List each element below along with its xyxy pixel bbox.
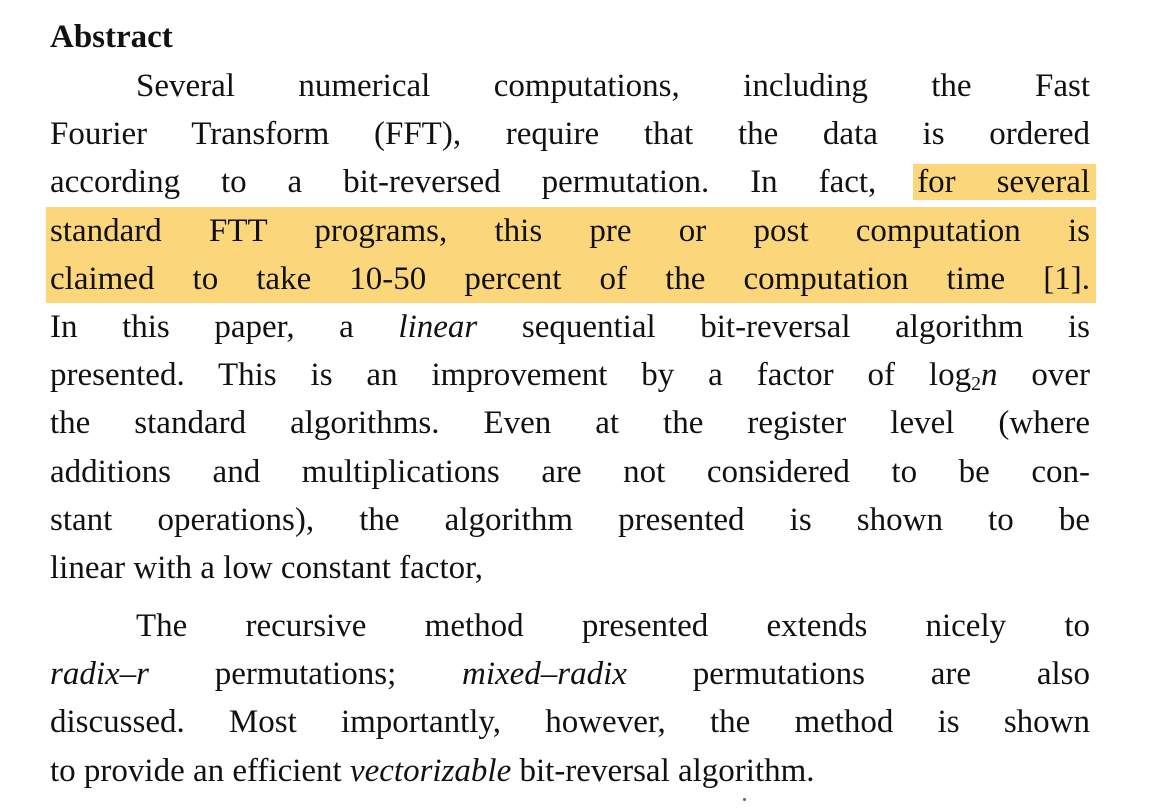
emphasis-vectorizable: vectorizable — [349, 752, 512, 789]
text-line: discussed. Most importantly, however, th… — [50, 704, 1090, 741]
log-subscript: 2 — [971, 373, 981, 396]
text-line: claimed to take 10-50 percent of the com… — [46, 254, 1096, 303]
text-line: Fourier Transform (FFT), require that th… — [50, 116, 1090, 153]
highlighted-text: for several — [913, 164, 1097, 201]
abstract-paragraph-1: Several numerical computations, includin… — [46, 62, 1097, 592]
emphasis-mixed-radix: mixed–radix — [462, 656, 627, 693]
text-line: presented. This is an improvement by a f… — [50, 357, 1091, 396]
text-line: The recursive method presented extends n… — [136, 608, 1090, 644]
text-line: Several numerical computations, includin… — [136, 68, 1090, 104]
emphasis-n: n — [980, 357, 998, 394]
text-line: according to a bit-reversed permutation.… — [50, 158, 1097, 206]
emphasis-linear: linear — [398, 308, 478, 345]
text-line: the standard algorithms. Even at the reg… — [50, 405, 1090, 442]
highlighted-text: standard FTT programs, this pre or post … — [46, 206, 1096, 255]
text-line: additions and multiplications are not co… — [50, 453, 1090, 490]
abstract-heading: Abstract — [50, 19, 173, 55]
text-line: In this paper, a linear sequential bit-r… — [50, 308, 1090, 345]
text-line: linear with a low constant factor, — [50, 549, 484, 586]
scan-speck — [743, 798, 746, 801]
text-line: to provide an efficient vectorizable bit… — [50, 752, 815, 789]
highlighted-text: claimed to take 10-50 percent of the com… — [46, 254, 1096, 303]
text-line: stant operations), the algorithm present… — [50, 501, 1090, 538]
text-line: standard FTT programs, this pre or post … — [46, 206, 1096, 255]
text-line: radix–r permutations; mixed–radix permut… — [50, 656, 1090, 693]
emphasis-radix-r: radix–r — [50, 656, 149, 693]
abstract-paragraph-2: The recursive method presented extends n… — [50, 602, 1090, 795]
